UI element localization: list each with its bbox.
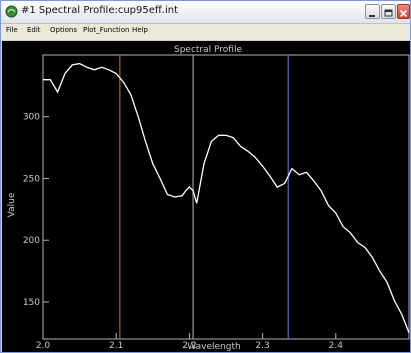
y-axis-label: Value [7,192,17,217]
y-tick-label: 150 [23,298,40,308]
minimize-button[interactable] [365,4,380,19]
maximize-button[interactable] [381,4,396,19]
x-tick-label: 2.0 [36,341,51,351]
x-tick-label: 2.2 [182,341,196,351]
chart-title: Spectral Profile [174,45,242,55]
window-title: #1 Spectral Profile:cup95eff.int [21,5,179,16]
spectral-curve [43,62,410,334]
x-axis-label: Wavelength [187,342,240,352]
x-tick-label: 2.1 [109,341,123,351]
plot-frame [42,54,410,340]
spectral-profile-chart[interactable]: Spectral Profile Wavelength Value 2.0 2.1… [2,41,410,352]
axis-ticks: 2.0 2.1 2.2 2.3 2.4 150 200 250 300 [23,113,343,351]
wavelength-markers [119,55,289,339]
close-button[interactable] [397,4,410,19]
close-icon [399,9,408,18]
x-tick-label: 2.3 [255,341,269,351]
y-tick-label: 200 [23,236,40,246]
menu-bar: File Edit Options Plot_Function Help [1,24,410,40]
minimize-icon [369,15,375,17]
app-icon [5,5,18,18]
menu-edit[interactable]: Edit [27,26,41,34]
menu-help[interactable]: Help [132,26,148,34]
y-tick-label: 300 [23,113,40,123]
y-tick-label: 250 [23,174,40,184]
plot-area[interactable]: Spectral Profile Wavelength Value 2.0 2.1… [2,41,410,352]
x-tick-label: 2.4 [329,341,344,351]
menu-plot-function[interactable]: Plot_Function [83,26,130,34]
maximize-icon [384,9,393,17]
title-bar[interactable]: #1 Spectral Profile:cup95eff.int [1,1,410,24]
menu-options[interactable]: Options [50,26,78,34]
menu-file[interactable]: File [6,26,18,34]
